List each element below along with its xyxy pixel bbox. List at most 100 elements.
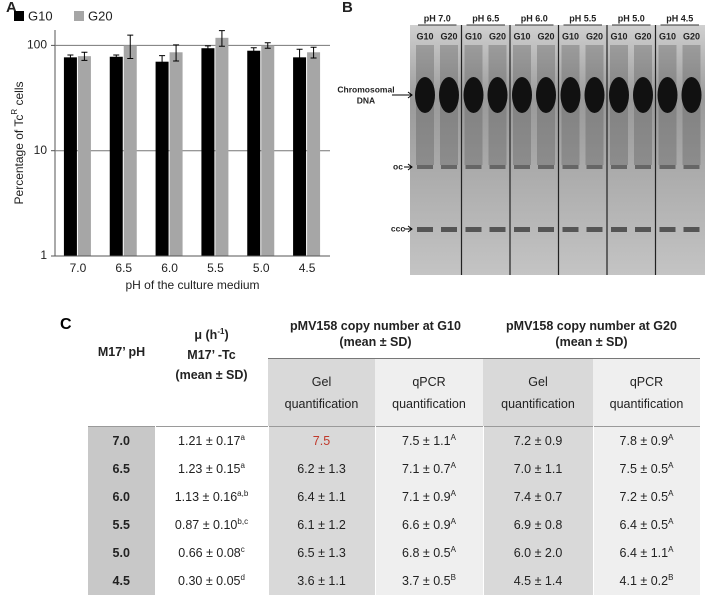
text: 7.1 ± 0.9: [402, 490, 451, 505]
lane-sample: G10: [416, 31, 433, 41]
chromosomal-band: [657, 77, 678, 113]
table-cell: 7.0: [88, 426, 156, 455]
header-line: (mean ± SD): [155, 365, 268, 385]
bar: [123, 45, 137, 256]
header-line: quantification: [593, 393, 700, 415]
legend-swatch: [14, 11, 24, 21]
table-cell: 0.30 ± 0.05d: [155, 567, 269, 595]
table-row: 5.0 0.66 ± 0.08c 6.5 ± 1.3 6.8 ± 0.5A 6.0 ± …: [88, 539, 701, 567]
lane-ph: pH 6.5: [472, 13, 499, 23]
table-cell: 6.6 ± 0.9A: [375, 511, 484, 539]
lane-sample: G20: [586, 31, 603, 41]
error-bar: [81, 51, 88, 61]
text: 7.0: [112, 434, 130, 448]
text: quantification: [284, 396, 359, 411]
bar: [247, 50, 261, 256]
ccc-band: [562, 227, 579, 232]
table-cell: 4.1 ± 0.2B: [593, 567, 701, 595]
chromosomal-band: [487, 77, 508, 113]
table-cell: 7.5 ± 0.5A: [593, 455, 701, 483]
header-line: pMV158 copy number at G10: [268, 318, 483, 334]
subheader-row: Gel quantification qPCR quantification Gel qu…: [88, 358, 700, 427]
chromosomal-band: [633, 77, 653, 113]
error-bar: [113, 54, 120, 60]
table-cell: 0.87 ± 0.10b,c: [155, 511, 269, 539]
lane-sample: G20: [489, 31, 506, 41]
text: 7.5 ± 0.5: [619, 462, 669, 477]
x-tick-label: 7.0: [70, 261, 87, 275]
subheader-cell: qPCR quantification: [593, 358, 700, 427]
chromosomal-band: [560, 77, 581, 113]
y-axis-label: Percentage of TcR cells: [10, 82, 26, 205]
bar: [293, 57, 307, 257]
text: 6.4 ± 1.1: [619, 546, 669, 561]
ccc-band: [659, 227, 676, 232]
table-cell: 6.4 ± 1.1A: [593, 539, 701, 567]
legend-label: G10: [28, 8, 53, 23]
header-line: (mean ± SD): [483, 334, 700, 350]
error-bar: [159, 55, 166, 70]
oc-band: [514, 165, 530, 169]
text: pMV158 copy number at G10: [290, 319, 461, 333]
text: ): [224, 328, 229, 343]
table-cell: 5.5: [88, 511, 156, 539]
table-cell: 3.6 ± 1.1: [268, 567, 376, 595]
text: 5.0: [112, 546, 130, 560]
y-tick-label: 1: [40, 248, 47, 262]
table-cell: 6.2 ± 1.3: [268, 455, 376, 483]
x-axis-label: pH of the culture medium: [125, 278, 259, 292]
text: 7.5 ± 1.1: [402, 434, 451, 449]
chromosomal-band: [681, 77, 702, 113]
superscript: a: [240, 461, 245, 471]
text: 1.21 ± 0.17: [178, 434, 241, 449]
superscript: A: [450, 517, 456, 527]
error-bar: [218, 30, 225, 47]
text: M17’ pH: [97, 345, 146, 359]
text: 7.1 ± 0.7: [402, 462, 451, 477]
lane-ph: pH 7.0: [424, 13, 451, 23]
ccc-band: [538, 227, 554, 232]
text: 3.7 ± 0.5: [402, 574, 451, 589]
text: Gel: [311, 374, 332, 389]
header-line: pMV158 copy number at G20: [483, 318, 700, 334]
ccc-band: [489, 227, 506, 232]
table-cell: 7.2 ± 0.5A: [593, 483, 701, 511]
x-tick-label: 4.5: [299, 261, 316, 275]
superscript: A: [668, 545, 674, 555]
header-mu: μ (h-1) M17’ -Tc (mean ± SD): [155, 318, 268, 427]
oc-band: [441, 165, 457, 169]
oc-band: [586, 165, 603, 169]
lane-sample: G20: [537, 31, 554, 41]
oc-band: [659, 165, 676, 169]
ccc-band: [441, 227, 457, 232]
table-row: 7.0 1.21 ± 0.17a 7.5 7.5 ± 1.1A 7.2 ± 0.9 7.8…: [88, 426, 701, 455]
x-tick-label: 6.5: [115, 261, 132, 275]
text: 5.5: [112, 518, 130, 532]
text: 7.2 ± 0.5: [619, 490, 669, 505]
lane-ph: pH 5.0: [618, 13, 645, 23]
table-cell: 6.4 ± 0.5A: [593, 511, 701, 539]
band-label: Chromosomal: [337, 84, 394, 94]
text: cells: [12, 82, 26, 109]
superscript: A: [450, 545, 456, 555]
oc-band: [611, 165, 627, 169]
error-bar: [310, 46, 317, 59]
text: 4.1 ± 0.2: [619, 574, 669, 589]
table-cell: 1.21 ± 0.17a: [155, 426, 269, 455]
text: quantification: [392, 396, 466, 411]
chromosomal-band: [415, 77, 435, 113]
error-bar: [296, 48, 303, 68]
error-bar: [264, 42, 271, 49]
lane-sample: G20: [634, 31, 651, 41]
text: 1.13 ± 0.16: [174, 490, 238, 505]
text: Percentage of Tc: [12, 115, 26, 205]
text: Gel: [528, 374, 548, 389]
band-arrow: [404, 163, 413, 171]
text: 7.4 ± 0.7: [513, 490, 563, 504]
text: quantification: [609, 396, 684, 411]
superscript: d: [240, 573, 245, 583]
text: 1.23 ± 0.15: [178, 462, 241, 477]
chromosomal-band: [536, 77, 556, 113]
text: (mean ± SD): [175, 368, 248, 383]
